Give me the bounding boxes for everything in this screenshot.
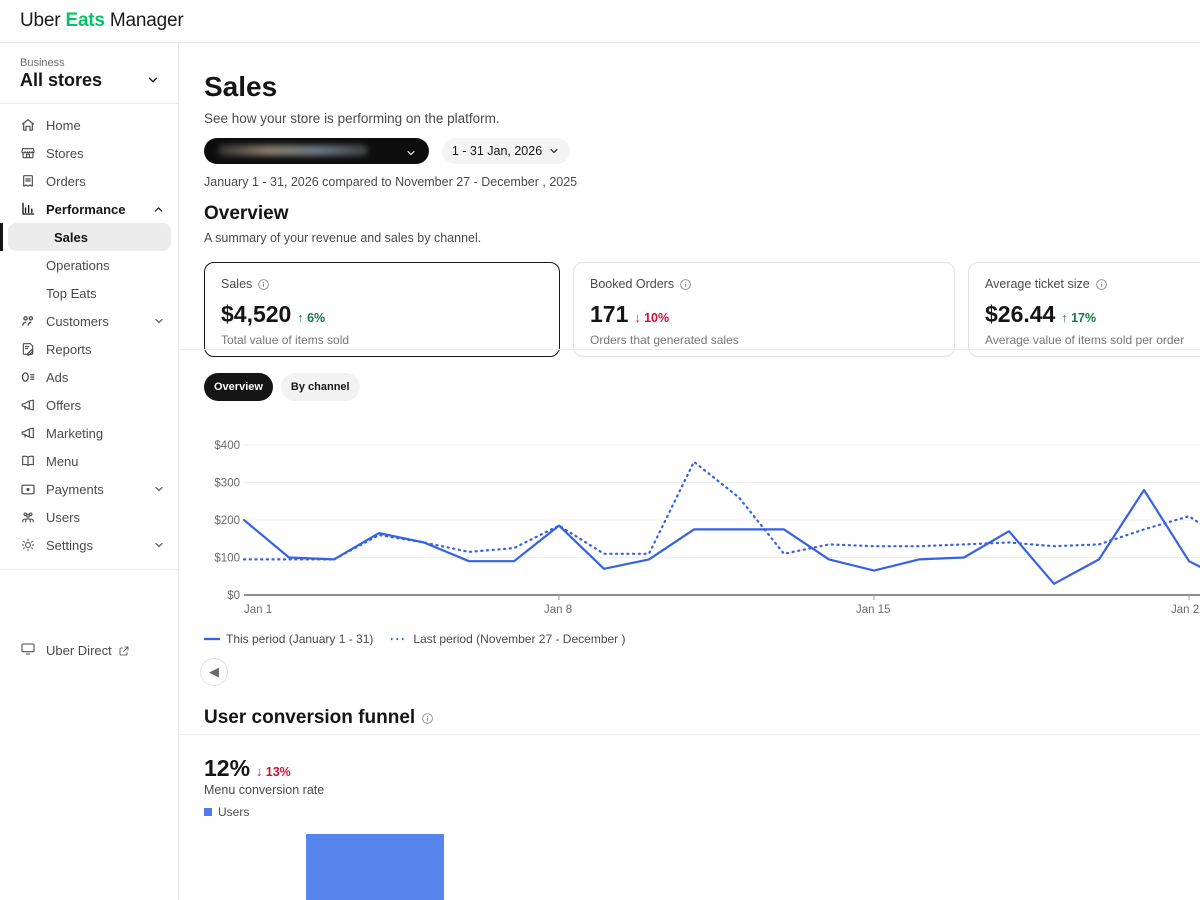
svg-text:$0: $0 bbox=[227, 590, 240, 602]
svg-text:Jan 1: Jan 1 bbox=[244, 604, 272, 616]
svg-text:$200: $200 bbox=[214, 515, 240, 527]
svg-text:Jan 8: Jan 8 bbox=[544, 604, 572, 616]
svg-text:$100: $100 bbox=[214, 553, 240, 565]
svg-text:$300: $300 bbox=[214, 478, 240, 490]
svg-text:$400: $400 bbox=[214, 440, 240, 452]
svg-text:Jan 22: Jan 22 bbox=[1171, 604, 1200, 616]
svg-text:Jan 15: Jan 15 bbox=[856, 604, 891, 616]
